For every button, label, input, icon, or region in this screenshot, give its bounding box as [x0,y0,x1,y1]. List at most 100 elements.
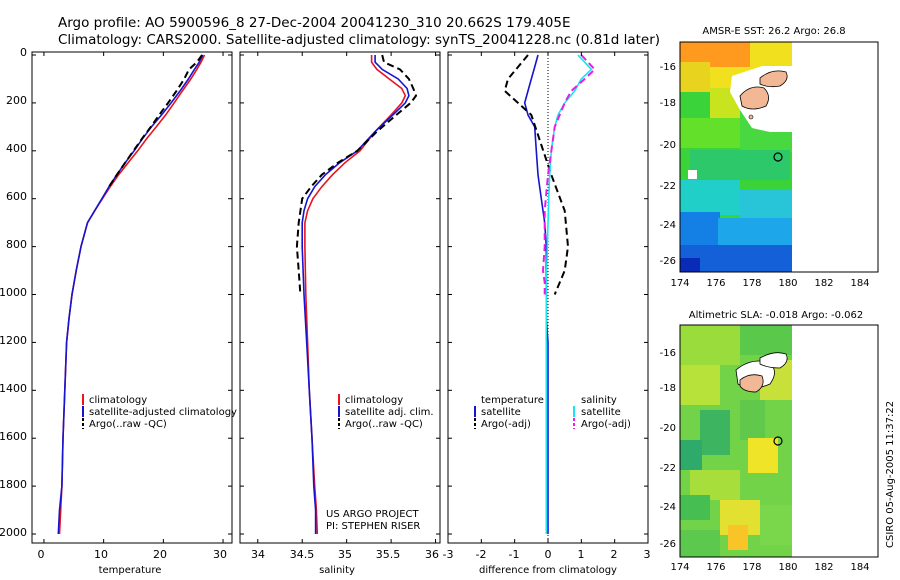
y-tick-label-1800: 1800 [0,478,27,491]
legend-label-argo: Argo(..raw -QC) [89,419,167,430]
sst-x-tick-178: 178 [742,278,761,289]
legend-label-temp-satellite: satellite [481,407,521,418]
sla-argo-location-marker [773,436,783,446]
difference-salinity-satellite-line [545,54,593,534]
y-tick-label-800: 800 [6,238,27,251]
legend-heading-temperature: temperature [481,395,544,406]
legend-label-temp-argo: Argo(-adj) [481,419,531,430]
legend-label-sal-satellite: satellite [581,407,621,418]
sst-x-tick-174: 174 [670,278,689,289]
legend-label-climatology: climatology [89,395,147,406]
sla-x-tick-176: 176 [706,562,725,573]
temperature-satellite-adjusted-line [57,54,204,535]
temperature-series-group [57,54,206,535]
sst-map-field [680,42,792,272]
legend-label-argo: Argo(..raw -QC) [345,419,423,430]
title-line-1: Argo profile: AO 5900596_8 27-Dec-2004 2… [58,15,571,31]
temperature-x-tick-20: 20 [153,548,167,561]
y-tick-label-1000: 1000 [0,286,27,299]
temperature-x-tick-0: 0 [38,548,45,561]
sst-y-tick-20: -20 [660,140,676,151]
salinity-satellite-adjusted-line [301,55,410,534]
y-tick-label-1400: 1400 [0,382,27,395]
difference-x-tick-1: 1 [578,548,585,561]
salinity-legend: climatology satellite adj. clim. Argo(..… [338,394,434,430]
sst-map-frame [679,41,879,273]
sst-y-tick-18: -18 [660,98,676,109]
sla-y-tick-24: -24 [660,502,676,513]
temperature-legend: climatology satellite-adjusted climatolo… [82,394,237,430]
sst-map-title: AMSR-E SST: 26.2 Argo: 26.8 [702,26,845,37]
temperature-x-tick-10: 10 [94,548,108,561]
sst-y-tick-16: -16 [660,62,676,73]
x-tick-marks [43,52,649,543]
y-tick-label-0: 0 [20,46,27,59]
sst-y-tick-26: -26 [660,256,676,267]
difference-salinity-argo-line [541,54,597,295]
sla-map-field [680,325,792,557]
difference-x-tick-2: 2 [611,548,618,561]
sla-map-frame [679,324,879,558]
salinity-argo-line [295,54,418,295]
legend-heading-salinity: salinity [581,395,617,406]
salinity-x-axis-label: salinity [319,565,355,576]
project-name: US ARGO PROJECT [326,509,420,520]
difference-x-tick-0: 0 [545,548,552,561]
csiro-timestamp: CSIRO 05-Aug-2005 11:37:22 [885,401,896,548]
sst-x-tick-182: 182 [814,278,833,289]
sla-map-title: Altimetric SLA: -0.018 Argo: -0.062 [689,310,864,321]
sst-argo-location-marker [773,152,783,162]
salinity-x-tick-34-5: 34.5 [290,548,315,561]
difference-x-tick-3: 3 [644,548,651,561]
difference-x-tick-m3: -3 [443,548,454,561]
depth-axis: 0 200 400 600 800 1000 1200 1400 1600 18… [0,46,648,539]
sla-x-tick-174: 174 [670,562,689,573]
sla-y-tick-26: -26 [660,539,676,550]
project-pi: PI: STEPHEN RISER [326,521,420,532]
difference-x-tick-m2: -2 [476,548,487,561]
sla-y-tick-16: -16 [660,348,676,359]
salinity-x-tick-35: 35 [338,548,352,561]
salinity-panel-frame [239,51,441,544]
sst-map: AMSR-E SST: 26.2 Argo: 26.8 -16 -18 [660,26,879,289]
salinity-climatology-line [304,55,407,535]
sla-x-tick-178: 178 [742,562,761,573]
sla-y-tick-22: -22 [660,463,676,474]
y-tick-label-400: 400 [6,142,27,155]
title-line-2: Climatology: CARS2000. Satellite-adjuste… [58,32,660,48]
sst-x-tick-176: 176 [706,278,725,289]
legend-label-climatology: climatology [345,395,403,406]
y-tick-label-1200: 1200 [0,334,27,347]
sst-x-tick-184: 184 [850,278,869,289]
salinity-x-tick-35-5: 35.5 [376,548,401,561]
sla-y-tick-18: -18 [660,383,676,394]
temperature-x-tick-30: 30 [213,548,227,561]
temperature-panel-frame [31,51,233,544]
sst-x-tick-180: 180 [778,278,797,289]
salinity-series-group [295,54,418,535]
legend-label-satellite-adj: satellite adj. clim. [345,407,434,418]
legend-label-sal-argo: Argo(-adj) [581,419,631,430]
salinity-x-tick-34: 34 [251,548,265,561]
difference-series-group [503,54,597,534]
salinity-x-tick-36: 36 [425,548,439,561]
y-tick-label-200: 200 [6,94,27,107]
temperature-climatology-line [58,54,206,535]
legend-label-satellite-adjusted: satellite-adjusted climatology [89,407,237,418]
sla-x-tick-180: 180 [778,562,797,573]
y-tick-label-2000: 2000 [0,526,27,539]
sla-x-tick-182: 182 [814,562,833,573]
sla-map: Altimetric SLA: -0.018 Argo: -0.062 -16 … [660,310,879,573]
y-tick-label-1600: 1600 [0,430,27,443]
difference-legend: temperature satellite Argo(-adj) salinit… [474,395,631,430]
difference-temperature-argo-line [503,54,570,295]
sla-y-tick-20: -20 [660,423,676,434]
sst-y-tick-24: -24 [660,220,676,231]
temperature-argo-line [108,54,203,188]
y-tick-label-600: 600 [6,190,27,203]
difference-x-axis-label: difference from climatology [479,565,617,576]
sla-x-tick-184: 184 [850,562,869,573]
temperature-x-axis-label: temperature [99,565,162,576]
difference-x-tick-m1: -1 [509,548,520,561]
